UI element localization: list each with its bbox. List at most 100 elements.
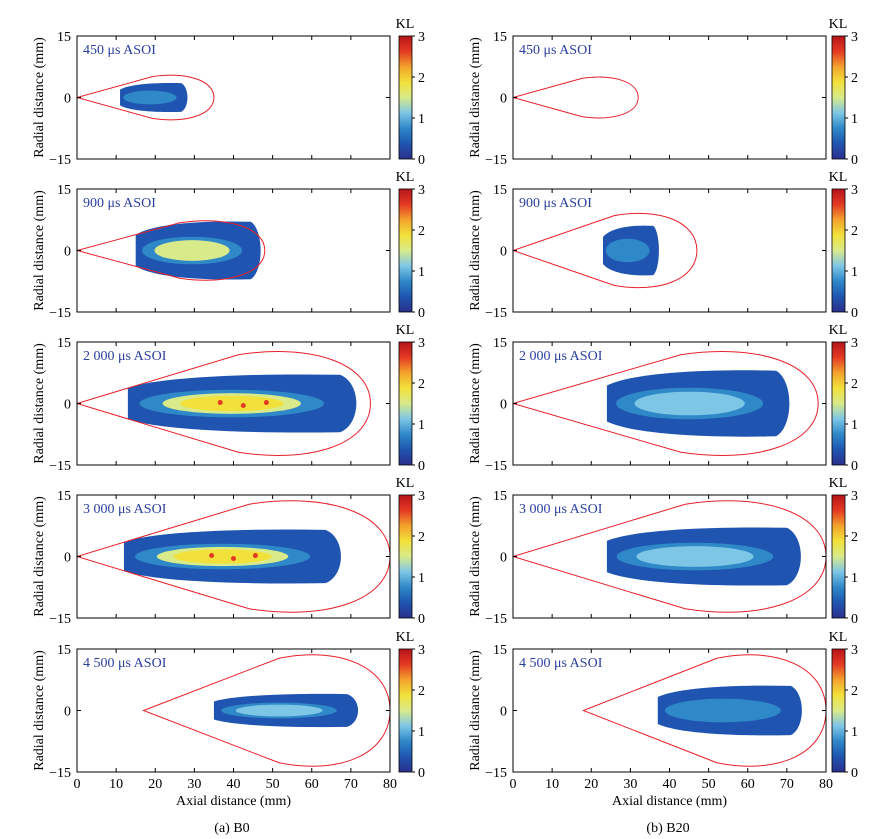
vapor-boundary <box>77 220 266 281</box>
x-tick-label: 50 <box>702 777 716 792</box>
panel-p5: 15 0 −15 450 μs ASOI Radial distance (mm) KL3… <box>468 17 858 168</box>
plot-area <box>142 654 390 767</box>
time-label: 3 000 μs ASOI <box>83 502 167 517</box>
x-tick-label: 30 <box>623 777 637 792</box>
y-tick-label: −15 <box>49 612 71 627</box>
colorbar-tick-label: 2 <box>851 377 858 392</box>
y-axis-label: Radial distance (mm) <box>32 37 47 158</box>
y-tick-label: 15 <box>57 183 71 198</box>
y-tick-label: 15 <box>493 643 507 658</box>
time-label: 900 μs ASOI <box>519 196 592 211</box>
x-tick-label: 70 <box>780 777 794 792</box>
colorbar-tick-label: 2 <box>418 224 425 239</box>
colorbar <box>831 188 846 313</box>
x-tick-label: 80 <box>819 777 833 792</box>
colorbar-label: KL <box>829 17 848 32</box>
colorbar-label: KL <box>396 323 415 338</box>
y-tick-label: 15 <box>493 336 507 351</box>
y-axis-label: Radial distance (mm) <box>468 37 483 158</box>
colorbar-tick-label: 0 <box>851 306 858 321</box>
y-tick-label: 0 <box>500 705 507 720</box>
kl-level-mid <box>235 704 323 717</box>
x-tick-label: 50 <box>266 777 280 792</box>
colorbar <box>831 648 846 773</box>
colorbar <box>398 188 413 313</box>
colorbar-tick-label: 0 <box>418 612 425 627</box>
colorbar-tick-label: 3 <box>851 30 858 45</box>
x-tick-label: 20 <box>584 777 598 792</box>
colorbar-tick-label: 3 <box>418 643 425 658</box>
y-axis-label: Radial distance (mm) <box>32 650 47 771</box>
y-tick-label: −15 <box>485 766 507 781</box>
x-tick-label: 40 <box>663 777 677 792</box>
vapor-boundary <box>77 500 390 613</box>
colorbar-tick-label: 3 <box>851 336 858 351</box>
y-tick-label: 0 <box>500 551 507 566</box>
plot-area <box>582 654 826 767</box>
colorbar-tick-label: 3 <box>418 489 425 504</box>
colorbar-label: KL <box>829 476 848 491</box>
kl-level-low <box>605 238 650 263</box>
colorbar-tick-label: 0 <box>418 153 425 168</box>
kl-peak-spot <box>231 556 236 561</box>
y-axis-label: Radial distance (mm) <box>468 190 483 311</box>
x-axis-label: Axial distance (mm) <box>176 794 291 809</box>
y-tick-label: 0 <box>64 551 71 566</box>
x-tick-label: 70 <box>344 777 358 792</box>
colorbar-tick-label: 1 <box>418 418 425 433</box>
colorbar-label: KL <box>396 170 415 185</box>
colorbar-tick-label: 1 <box>851 571 858 586</box>
plot-area <box>77 500 390 613</box>
colorbar-tick-label: 1 <box>418 265 425 280</box>
panel-p6: 15 0 −15 900 μs ASOI Radial distance (mm) KL3… <box>468 170 858 321</box>
y-tick-label: 0 <box>500 92 507 107</box>
y-tick-label: −15 <box>49 306 71 321</box>
x-tick-label: 40 <box>227 777 241 792</box>
y-axis-label: Radial distance (mm) <box>32 343 47 464</box>
colorbar-label: KL <box>396 17 415 32</box>
y-tick-label: −15 <box>485 153 507 168</box>
colorbar-tick-label: 2 <box>851 224 858 239</box>
colorbar-tick-label: 2 <box>418 684 425 699</box>
vapor-boundary <box>513 351 819 456</box>
colorbar-tick-label: 3 <box>418 30 425 45</box>
y-tick-label: 0 <box>64 92 71 107</box>
time-label: 450 μs ASOI <box>519 43 592 58</box>
colorbar-tick-label: 3 <box>851 643 858 658</box>
panel-p4: 150−150 10 20 30 40 50 60 70 804 500 μs ASOIRadi… <box>32 630 425 809</box>
kl-peak-spot <box>252 553 258 558</box>
colorbar-tick-label: 1 <box>418 571 425 586</box>
colorbar-tick-label: 0 <box>851 153 858 168</box>
colorbar-tick-label: 0 <box>851 612 858 627</box>
x-axis-label: Axial distance (mm) <box>612 794 727 809</box>
colorbar-label: KL <box>396 630 415 645</box>
time-label: 4 500 μs ASOI <box>83 656 167 671</box>
colorbar-tick-label: 0 <box>851 459 858 474</box>
colorbar-tick-label: 2 <box>851 530 858 545</box>
colorbar-tick-label: 1 <box>418 112 425 127</box>
y-axis-label: Radial distance (mm) <box>468 496 483 617</box>
x-tick-label: 0 <box>74 777 81 792</box>
time-label: 450 μs ASOI <box>83 43 156 58</box>
colorbar-label: KL <box>396 476 415 491</box>
time-label: 4 500 μs ASOI <box>519 656 603 671</box>
plot-area <box>77 74 215 121</box>
plot-area <box>513 351 819 456</box>
vapor-boundary <box>77 74 215 121</box>
time-label: 3 000 μs ASOI <box>519 502 603 517</box>
colorbar <box>831 35 846 160</box>
vapor-boundary <box>513 212 698 289</box>
colorbar-tick-label: 0 <box>418 459 425 474</box>
colorbar-tick-label: 2 <box>418 71 425 86</box>
vapor-boundary <box>582 654 826 767</box>
vapor-boundary <box>77 351 371 456</box>
colorbar-tick-label: 1 <box>851 725 858 740</box>
y-axis-label: Radial distance (mm) <box>32 496 47 617</box>
y-tick-label: 15 <box>493 30 507 45</box>
x-tick-label: 80 <box>383 777 397 792</box>
x-tick-label: 60 <box>305 777 319 792</box>
x-tick-label: 30 <box>187 777 201 792</box>
kl-level-mid <box>154 240 230 261</box>
vapor-boundary <box>513 76 639 119</box>
y-axis-label: Radial distance (mm) <box>32 190 47 311</box>
